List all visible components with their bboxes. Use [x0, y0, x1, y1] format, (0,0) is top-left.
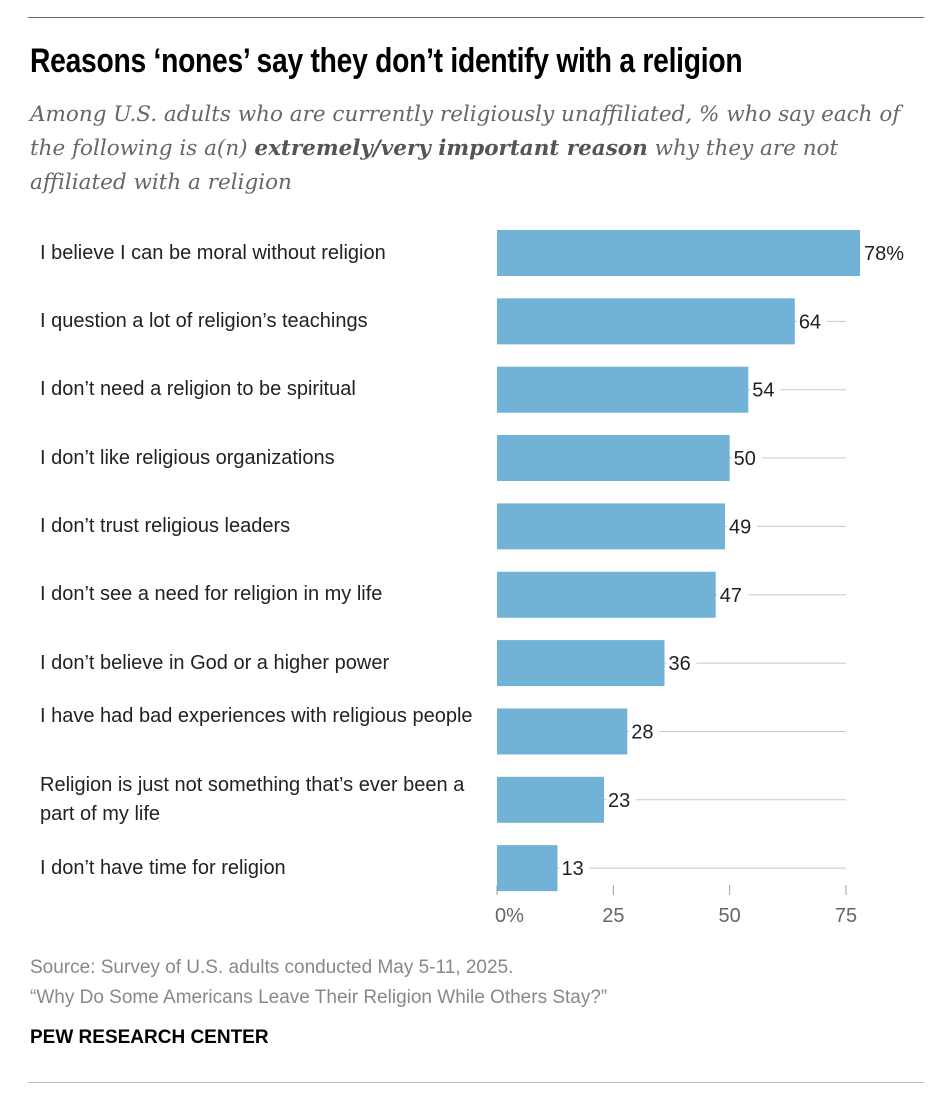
chart-title: Reasons ‘nones’ say they don’t identify … — [30, 42, 743, 80]
value-label-bg — [796, 310, 827, 333]
value-label-bg — [559, 857, 590, 880]
category-label: Religion is just not something that’s ev… — [40, 773, 465, 825]
bar — [497, 571, 716, 618]
pew-logo: PEW RESEARCH CENTER — [30, 1027, 269, 1048]
value-label: 54 — [752, 380, 774, 402]
value-label-bg — [750, 378, 781, 401]
category-label: I don’t need a religion to be spiritual — [40, 378, 356, 401]
tick-label: 25 — [602, 905, 624, 927]
tick-label: 75 — [835, 905, 857, 927]
category-label: I don’t see a need for religion in my li… — [40, 583, 383, 606]
bottom-rule — [28, 1082, 924, 1083]
bar — [497, 366, 749, 413]
value-label-bg — [629, 720, 660, 743]
bar — [497, 776, 605, 823]
category-label: I question a lot of religion’s teachings — [40, 309, 368, 332]
value-label: 13 — [561, 858, 583, 880]
category-label: I don’t have time for religion — [40, 856, 286, 879]
value-label: 78% — [864, 243, 904, 265]
bar — [497, 298, 795, 345]
category-label: I don’t believe in God or a higher power — [40, 651, 390, 674]
value-label: 64 — [799, 311, 821, 333]
value-label-bg — [861, 242, 904, 264]
value-label-bg — [727, 515, 758, 538]
top-rule — [28, 17, 924, 18]
category-label: I have had bad experiences with religiou… — [40, 705, 473, 728]
bar-chart: 78% 64 54 50 49 47 36 28 23 13 0% 25 50 75 — [495, 230, 904, 927]
value-label: 47 — [720, 585, 742, 607]
chart-subtitle: Among U.S. adults who are currently reli… — [30, 98, 910, 200]
tick-label: 0% — [495, 905, 524, 927]
value-label: 50 — [734, 448, 756, 470]
value-label-bg — [606, 788, 637, 811]
bar — [497, 845, 558, 892]
bar — [497, 503, 726, 550]
subtitle-text: Among U.S. adults who are currently reli… — [30, 102, 901, 161]
subtitle-text-end: why they are not affiliated with a relig… — [30, 136, 839, 195]
category-label: I don’t like religious organizations — [40, 446, 335, 469]
bar — [497, 708, 628, 755]
report-title: “Why Do Some Americans Leave Their Relig… — [30, 987, 608, 1008]
value-label: 28 — [631, 721, 653, 743]
value-label-bg — [666, 652, 697, 675]
source-note: Source: Survey of U.S. adults conducted … — [30, 957, 514, 978]
category-label: I don’t trust religious leaders — [40, 514, 291, 537]
subtitle-emphasis: extremely/very important reason — [254, 136, 648, 161]
value-label: 36 — [669, 653, 691, 675]
bar — [497, 435, 730, 482]
value-label-bg — [731, 447, 762, 470]
bar — [497, 230, 860, 276]
value-label: 49 — [729, 516, 751, 538]
tick-label: 50 — [719, 905, 741, 927]
category-label: I believe I can be moral without religio… — [40, 241, 386, 264]
value-label-bg — [717, 583, 748, 606]
value-label: 23 — [608, 790, 630, 812]
bar — [497, 640, 665, 687]
